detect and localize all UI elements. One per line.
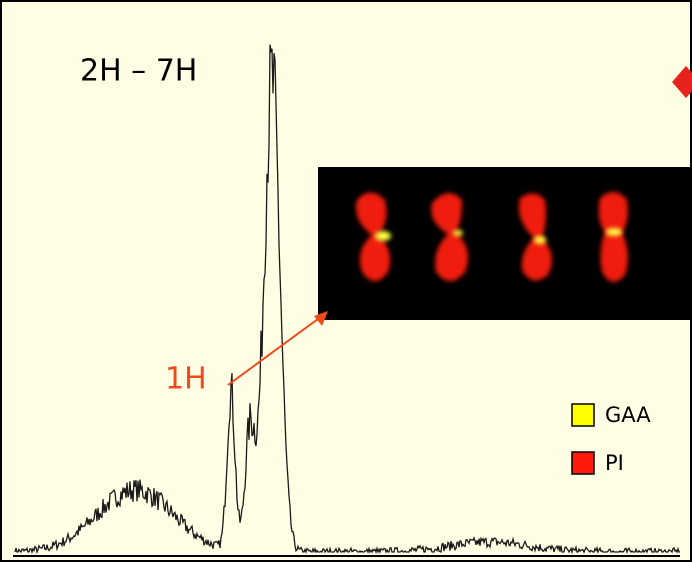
chromosome-image (318, 167, 692, 320)
legend-label: PI (605, 451, 624, 475)
peak-group-label: 2H – 7H (80, 54, 197, 89)
legend-swatch (572, 404, 594, 426)
peak-1h-label: 1H (165, 362, 207, 397)
legend-swatch (572, 452, 594, 474)
slide: 2H – 7H 1H GAA PI (0, 0, 692, 562)
legend-label: GAA (605, 403, 651, 427)
